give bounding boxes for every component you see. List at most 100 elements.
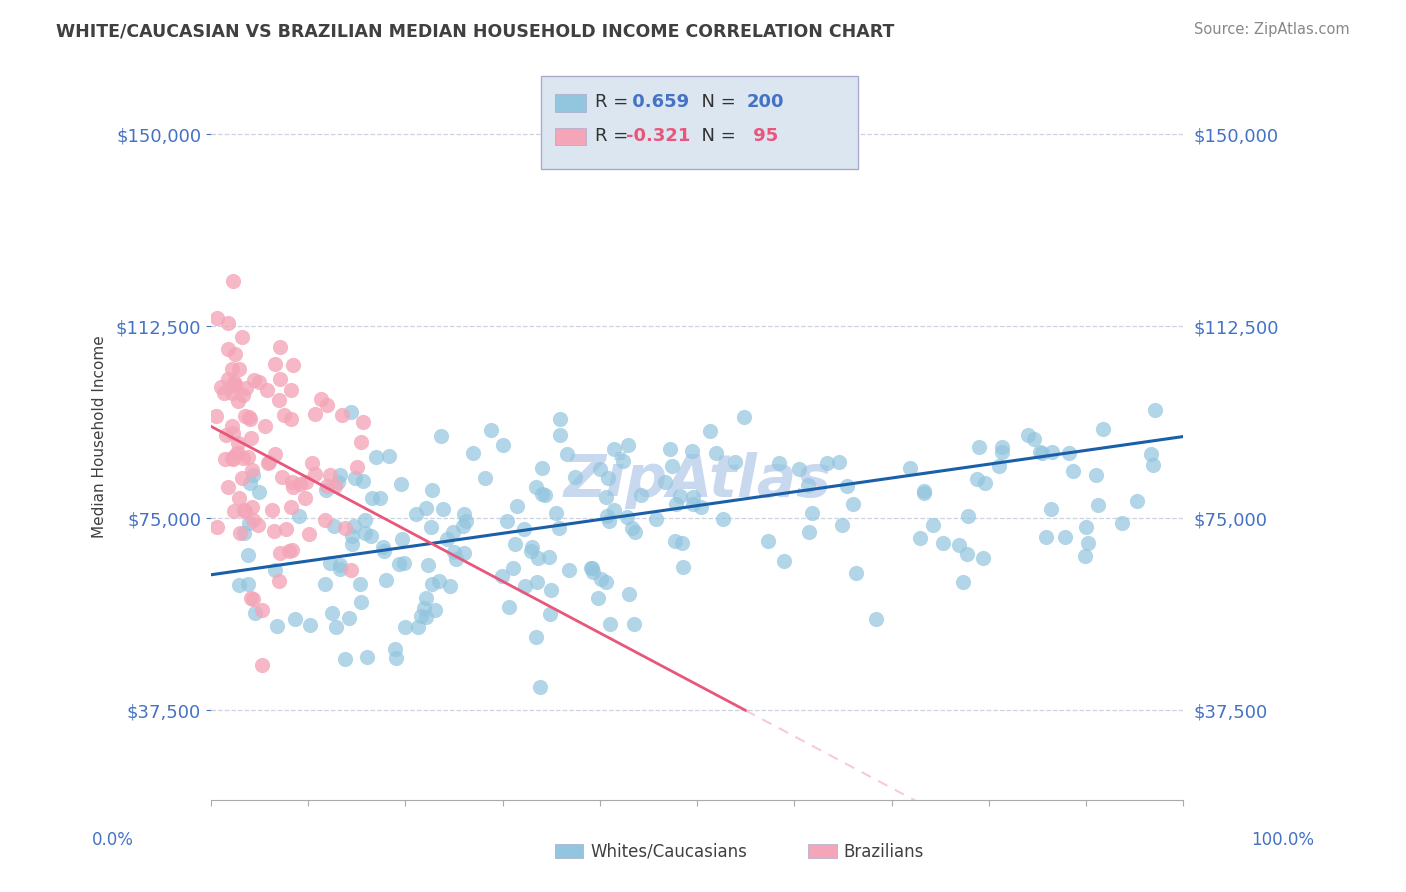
Point — [224, 378, 246, 392]
Point — [526, 574, 548, 589]
Point — [664, 533, 686, 548]
Point — [558, 563, 581, 577]
Point — [415, 591, 437, 605]
Point — [724, 455, 747, 469]
Point — [343, 471, 366, 485]
Point — [394, 620, 416, 634]
Point — [420, 483, 443, 497]
Point — [236, 577, 259, 591]
Point — [326, 475, 349, 489]
Point — [548, 521, 571, 535]
Point — [378, 449, 401, 463]
Point — [214, 451, 236, 466]
Point — [974, 475, 997, 490]
Point — [239, 591, 262, 605]
Point — [221, 451, 243, 466]
Point — [343, 519, 366, 533]
Point — [967, 440, 990, 454]
Y-axis label: Median Household Income: Median Household Income — [93, 335, 107, 538]
Point — [498, 600, 520, 615]
Point — [246, 518, 269, 533]
Point — [269, 340, 291, 354]
Point — [340, 405, 363, 419]
Point — [682, 491, 704, 505]
Point — [204, 409, 226, 424]
Text: N =: N = — [690, 127, 742, 145]
Point — [502, 560, 524, 574]
Point — [323, 478, 346, 492]
Point — [350, 595, 373, 609]
Point — [329, 467, 352, 482]
Point — [1091, 421, 1114, 435]
Point — [1142, 458, 1164, 472]
Point — [295, 475, 318, 490]
Point — [425, 603, 447, 617]
Point — [269, 372, 291, 386]
Point — [314, 513, 336, 527]
Point — [217, 371, 239, 385]
Point — [250, 603, 273, 617]
Point — [280, 412, 302, 426]
Point — [768, 456, 790, 470]
Point — [231, 471, 253, 485]
Point — [325, 620, 347, 634]
Point — [252, 658, 274, 673]
Point — [451, 519, 474, 533]
Point — [269, 392, 291, 407]
Point — [221, 385, 243, 400]
Text: Source: ZipAtlas.com: Source: ZipAtlas.com — [1194, 22, 1350, 37]
Point — [256, 384, 278, 398]
Point — [225, 447, 247, 461]
Point — [595, 508, 617, 523]
Point — [391, 532, 413, 546]
Point — [235, 380, 257, 394]
Point — [333, 652, 356, 666]
Point — [340, 537, 363, 551]
Point — [221, 426, 243, 441]
Point — [298, 527, 321, 541]
Point — [319, 556, 342, 570]
Point — [340, 529, 363, 543]
Point — [319, 468, 342, 483]
Point — [242, 513, 264, 527]
Point — [616, 437, 638, 451]
Point — [773, 554, 796, 568]
Point — [591, 572, 613, 586]
Point — [496, 514, 519, 528]
Point — [1057, 446, 1080, 460]
Point — [418, 558, 440, 573]
Point — [221, 418, 243, 433]
Point — [966, 471, 988, 485]
Point — [665, 497, 688, 511]
Point — [239, 412, 262, 426]
Point — [526, 480, 548, 494]
Point — [506, 499, 529, 513]
Point — [624, 525, 647, 540]
Point — [243, 606, 266, 620]
Point — [865, 612, 887, 626]
Point — [242, 467, 264, 482]
Point — [226, 445, 249, 459]
Point — [797, 478, 820, 492]
Point — [233, 503, 256, 517]
Point — [231, 330, 253, 344]
Point — [269, 546, 291, 560]
Point — [226, 393, 249, 408]
Point — [281, 543, 304, 558]
Point — [1111, 516, 1133, 531]
Text: 100.0%: 100.0% — [1251, 831, 1315, 849]
Point — [912, 486, 935, 500]
Point — [388, 557, 411, 571]
Point — [931, 536, 953, 550]
Point — [1144, 403, 1167, 417]
Point — [329, 558, 352, 572]
Point — [1139, 447, 1161, 461]
Point — [262, 503, 284, 517]
Point — [337, 611, 360, 625]
Point — [209, 380, 232, 394]
Point — [406, 620, 429, 634]
Point — [505, 537, 527, 551]
Point — [263, 447, 285, 461]
Point — [538, 607, 561, 622]
Point — [298, 618, 321, 632]
